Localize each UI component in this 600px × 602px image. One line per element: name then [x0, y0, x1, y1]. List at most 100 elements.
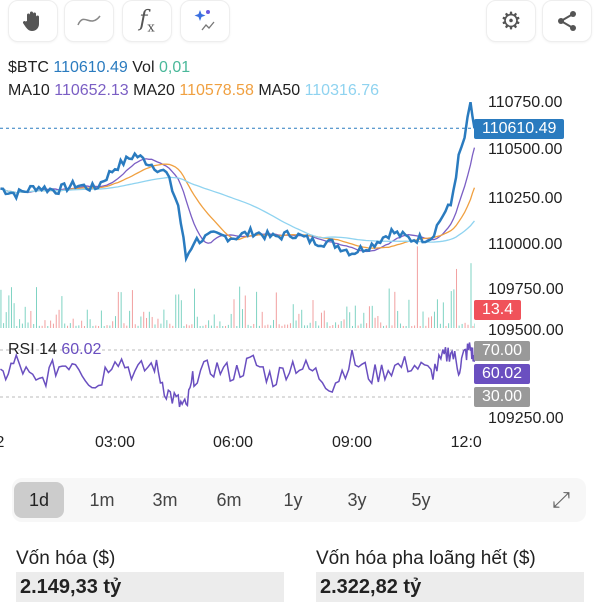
volume-bar [419, 325, 421, 328]
volume-bar [186, 324, 188, 328]
volume-bar [470, 263, 472, 328]
volume-bar [397, 310, 399, 328]
tool-function[interactable]: fx [122, 0, 172, 42]
volume-bar [329, 325, 331, 328]
share-icon [558, 11, 576, 31]
volume-bar [3, 323, 5, 328]
expand-button[interactable]: ⤢ [536, 482, 586, 518]
market-cap-label: Vốn hóa ($) [16, 548, 116, 569]
range-5y[interactable]: 5y [411, 490, 431, 510]
ma10-label: MA10 [8, 82, 50, 99]
volume-bar [270, 325, 272, 328]
volume-bar [405, 325, 407, 328]
volume-bar [349, 312, 351, 328]
range-1y[interactable]: 1y [283, 490, 303, 510]
volume-bar [183, 325, 185, 328]
gear-icon: ⚙ [500, 7, 522, 35]
volume-bar [36, 287, 37, 328]
volume-bar [287, 324, 289, 328]
volume-bar [357, 325, 359, 328]
volume-bar [292, 304, 294, 328]
volume-bar [95, 325, 97, 328]
current-price-box: 110610.49 [474, 119, 565, 139]
volume-bar [253, 323, 255, 328]
volume-bar [250, 325, 252, 328]
volume-bar [106, 325, 108, 328]
rsi-upper-box: 70.00 [474, 341, 531, 361]
volume-bar [377, 315, 379, 328]
tool-ai[interactable] [180, 0, 230, 42]
volume-bar [166, 320, 168, 328]
volume-bar [346, 306, 348, 328]
volume-bar [402, 325, 404, 328]
tool-line[interactable] [64, 0, 114, 42]
volume-bar [13, 303, 15, 328]
volume-bar [140, 316, 142, 328]
volume-bar [304, 325, 306, 328]
volume-bar [467, 324, 469, 328]
volume-bar [256, 291, 258, 328]
volume-bar [461, 323, 463, 328]
volume-bar [371, 305, 373, 328]
volume-box: 13.4 [474, 300, 522, 320]
volume-bar [208, 320, 210, 328]
volume-bar [261, 311, 263, 328]
volume-bar [298, 313, 300, 328]
volume-bar [227, 324, 229, 328]
ma10-line [0, 147, 475, 253]
volume-bar [309, 322, 311, 328]
volume-bar [64, 323, 66, 328]
volume-bar [0, 289, 2, 328]
share-button[interactable] [542, 0, 592, 42]
volume-bar [72, 318, 74, 328]
time-tick: 2 [0, 434, 4, 452]
volume-bar [278, 324, 280, 328]
range-6m[interactable]: 6m [216, 490, 242, 510]
volume-bar [78, 325, 80, 328]
volume-bar [366, 323, 368, 328]
volume-bar [442, 302, 444, 328]
volume-bar [199, 325, 201, 328]
y-tick: 109250.00 [488, 410, 564, 427]
volume-bar [172, 325, 174, 328]
volume-bar [225, 325, 227, 328]
volume-bar [267, 324, 269, 328]
volume-bar [131, 290, 133, 328]
volume-bar [55, 314, 57, 328]
ma10-value: 110652.13 [54, 82, 129, 99]
volume-bar [44, 320, 46, 328]
time-tick: 09:00 [331, 434, 373, 451]
ma-legend: MA10 110652.13 MA20 110578.58 MA50 11031… [8, 82, 379, 100]
volume-bar [448, 323, 450, 328]
volume-bar [98, 325, 100, 328]
volume-bar [337, 324, 339, 328]
ma50-line [0, 176, 475, 243]
volume-bar [21, 323, 23, 328]
volume-bar [326, 322, 328, 328]
range-1m[interactable]: 1m [89, 490, 115, 510]
volume-bar [86, 309, 88, 328]
volume-bar [120, 292, 122, 328]
rsi-legend-value: 60.02 [61, 341, 102, 358]
range-3m[interactable]: 3m [152, 490, 178, 510]
volume-bar [241, 309, 243, 328]
volume-bar [117, 291, 119, 328]
range-1d[interactable]: 1d [14, 482, 64, 518]
volume-bar [10, 287, 12, 328]
volume-bar [450, 291, 452, 328]
tool-hand[interactable] [8, 0, 58, 42]
volume-bar [431, 316, 432, 328]
volume-bar [411, 326, 413, 328]
volume-bar [100, 310, 102, 328]
volume-bar [109, 325, 111, 328]
settings-button[interactable]: ⚙ [486, 0, 536, 42]
rsi-label: RSI 14 [8, 341, 57, 358]
range-3y[interactable]: 3y [347, 490, 367, 510]
volume-bar [391, 325, 393, 328]
ma50-label: MA50 [258, 82, 301, 99]
price-chart[interactable] [0, 95, 475, 425]
volume-bar [89, 319, 91, 328]
volume-bar [219, 321, 221, 328]
volume-bar [19, 319, 21, 328]
volume-bar [394, 291, 396, 328]
